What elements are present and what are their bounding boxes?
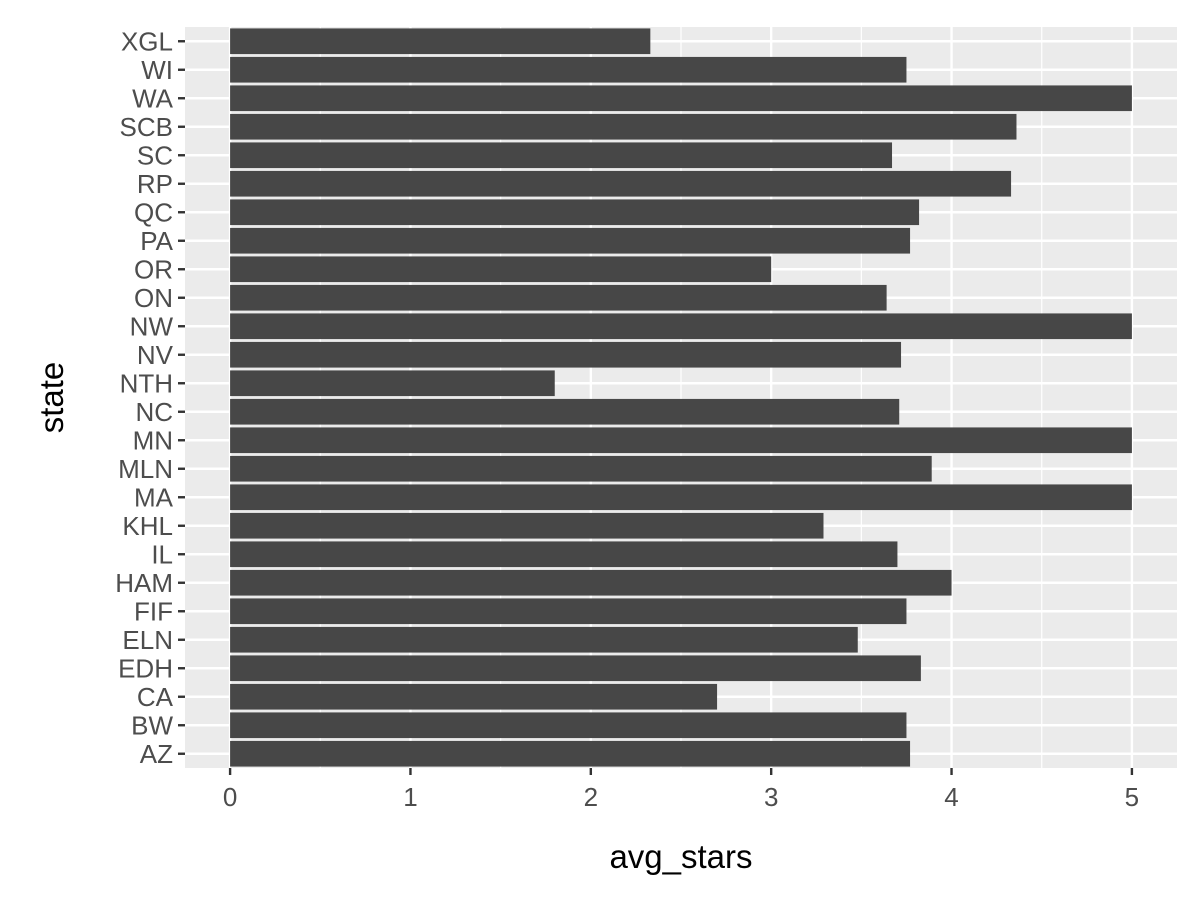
bar-ham [230,569,952,596]
y-tick-label-wa: WA [132,83,174,113]
bar-fif [230,598,907,625]
bar-ma [230,484,1132,511]
x-tick-label: 2 [584,782,598,812]
bar-on [230,284,887,311]
y-tick-label-edh: EDH [118,653,173,683]
bar-pa [230,227,911,254]
bar-ca [230,683,718,710]
bar-khl [230,512,824,539]
y-tick-label-fif: FIF [134,596,173,626]
bar-mn [230,427,1132,454]
bar-nw [230,313,1132,340]
bar-nv [230,341,902,368]
y-tick-label-az: AZ [140,739,173,769]
bar-sc [230,142,893,169]
y-tick-label-sc: SC [137,140,173,170]
x-tick-label: 3 [764,782,778,812]
x-tick-label: 1 [403,782,417,812]
bar-il [230,541,898,568]
x-axis-title: avg_stars [609,838,752,875]
y-tick-label-nv: NV [137,340,174,370]
y-tick-label-pa: PA [140,226,173,256]
bars [230,28,1132,767]
y-tick-label-wi: WI [141,55,173,85]
x-tick-label: 5 [1125,782,1139,812]
x-axis: 0 1 2 3 4 5 [223,768,1139,812]
bar-wi [230,56,907,83]
bar-bw [230,712,907,739]
bar-nc [230,398,900,425]
bar-edh [230,655,921,682]
y-tick-label-scb: SCB [120,112,173,142]
bar-xgl [230,28,651,55]
bar-qc [230,199,920,226]
bar-az [230,740,911,767]
y-tick-label-qc: QC [134,197,173,227]
y-tick-label-mln: MLN [118,454,173,484]
bar-mln [230,455,932,482]
y-tick-label-ca: CA [137,682,174,712]
y-tick-label-on: ON [134,283,173,313]
y-tick-label-bw: BW [131,710,173,740]
bar-scb [230,113,1017,140]
bar-or [230,256,772,283]
bar-rp [230,170,1012,197]
y-tick-label-nc: NC [135,397,173,427]
y-tick-label-xgl: XGL [121,26,173,56]
y-tick-label-nth: NTH [120,368,173,398]
y-tick-label-ma: MA [134,482,174,512]
y-tick-label-rp: RP [137,169,173,199]
y-tick-label-il: IL [151,539,173,569]
y-axis: AZBWCAEDHELNFIFHAMILKHLMAMLNMNNCNTHNVNWO… [115,26,185,769]
y-tick-label-mn: MN [133,425,173,455]
bar-wa [230,85,1132,112]
y-tick-label-eln: ELN [122,625,173,655]
y-tick-label-khl: KHL [122,511,173,541]
bar-eln [230,626,858,653]
y-tick-label-or: OR [134,254,173,284]
bar-nth [230,370,555,397]
y-tick-label-ham: HAM [115,568,173,598]
x-tick-label: 0 [223,782,237,812]
y-tick-label-nw: NW [130,311,174,341]
y-axis-title: state [33,362,70,434]
x-tick-label: 4 [944,782,958,812]
